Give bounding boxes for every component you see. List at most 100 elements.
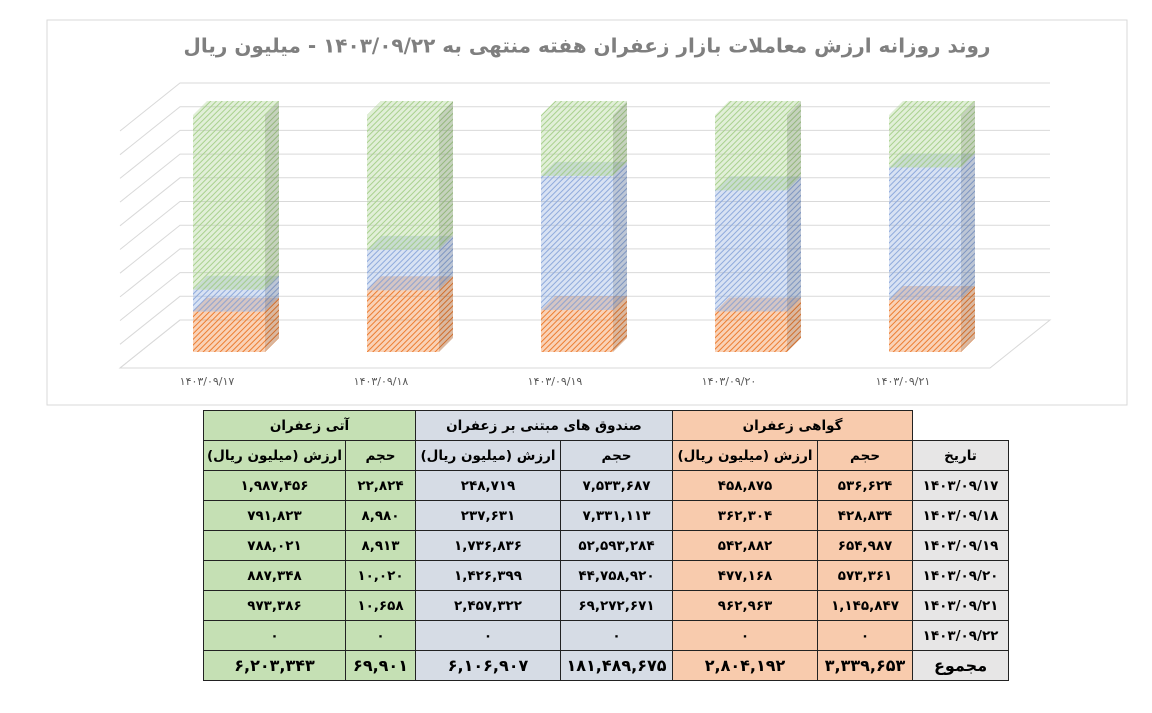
bar-side <box>265 297 279 352</box>
bar-front <box>889 115 961 168</box>
x-tick-label: ۱۴۰۳/۰۹/۱۹ <box>528 375 583 388</box>
bar-front <box>889 167 961 301</box>
bar-side-shade <box>265 297 279 352</box>
bar-front <box>715 190 787 312</box>
table-cell: ۱,۱۴۵,۸۴۷ <box>817 590 914 621</box>
table-cell: ۰ <box>345 620 416 651</box>
bar-front <box>193 289 265 312</box>
bar-front <box>193 311 265 352</box>
table-row: ۱۴۰۳/۰۹/۱۷ ۵۳۶,۶۲۴ ۴۵۸,۸۷۵ ۷,۵۳۳,۶۸۷ ۲۴۸,۷۱۹… <box>203 470 1010 501</box>
table-cell: ۲,۴۵۷,۳۲۲ <box>414 590 562 621</box>
table-cell: ۷,۳۳۱,۱۱۳ <box>560 500 674 531</box>
table-cell: ۹۷۳,۳۸۶ <box>203 590 346 621</box>
bar-side-shade <box>439 235 453 291</box>
table-cell: ۴۴,۷۵۸,۹۲۰ <box>560 560 674 591</box>
bar-side <box>787 101 801 191</box>
grid-line <box>119 82 1050 132</box>
table-row: تاریخ حجم ارزش (میلیون ریال) حجم ارزش (میلیو… <box>203 440 1010 471</box>
table-cell: ارزش (میلیون ریال) <box>414 440 562 471</box>
bar-side <box>613 101 627 176</box>
table-cell: حجم <box>817 440 914 471</box>
bar-side-shade <box>787 176 801 312</box>
table-cell: ۱۰,۰۲۰ <box>345 560 416 591</box>
bar-side-shade <box>787 101 801 191</box>
table-cell: ۲۲,۸۲۴ <box>345 470 416 501</box>
bar-top <box>889 101 975 115</box>
bar-front <box>889 300 961 352</box>
table-cell: ارزش (میلیون ریال) <box>203 440 346 471</box>
bar-top <box>193 101 279 115</box>
table-cell: ۱۴۰۳/۰۹/۱۸ <box>912 500 1010 531</box>
table-cell: ۰ <box>560 620 674 651</box>
table-row: ۱۴۰۳/۰۹/۲۰ ۵۷۳,۳۶۱ ۴۷۷,۱۶۸ ۴۴,۷۵۸,۹۲۰ ۱,۴۲۶,… <box>203 560 1010 591</box>
table-cell: مجموع <box>912 650 1010 681</box>
bar-side <box>787 176 801 312</box>
table-row: ۱۴۰۳/۰۹/۱۸ ۴۲۸,۸۳۴ ۳۶۲,۳۰۴ ۷,۳۳۱,۱۱۳ ۲۳۷,۶۳۱… <box>203 500 1010 531</box>
bar-front <box>367 290 439 352</box>
bar-front <box>367 115 439 250</box>
table-cell: ۸,۹۸۰ <box>345 500 416 531</box>
data-table: گواهی زعفران صندوق های مبتنی بر زعفران آتی… <box>203 410 1010 681</box>
table-cell: ۸,۹۱۳ <box>345 530 416 561</box>
bar-front <box>541 115 613 176</box>
bar-side-shade <box>613 101 627 176</box>
table-cell: ۰ <box>203 620 346 651</box>
bar-side <box>961 286 975 352</box>
x-tick-label: ۱۴۰۳/۰۹/۱۸ <box>354 375 409 388</box>
bar-top <box>715 101 801 115</box>
x-tick-label: ۱۴۰۳/۰۹/۲۱ <box>876 375 931 388</box>
table-cell: ۷,۵۳۳,۶۸۷ <box>560 470 674 501</box>
bar-side-shade <box>265 101 279 290</box>
table-cell: ۸۸۷,۳۴۸ <box>203 560 346 591</box>
blank-cell <box>912 410 1009 441</box>
table-cell: ۰ <box>414 620 562 651</box>
table-cell: ۷۸۸,۰۲۱ <box>203 530 346 561</box>
bar-side <box>613 296 627 352</box>
table-row: گواهی زعفران صندوق های مبتنی بر زعفران آتی… <box>203 410 1009 441</box>
x-tick-label: ۱۴۰۳/۰۹/۲۰ <box>702 375 757 388</box>
bar-side <box>439 276 453 352</box>
table-cell: ۹۶۲,۹۶۳ <box>672 590 819 621</box>
table-cell: آتی زعفران <box>203 410 416 441</box>
table-cell: ۶,۱۰۶,۹۰۷ <box>414 650 562 681</box>
table-cell: ۱۴۰۳/۰۹/۲۲ <box>912 620 1010 651</box>
bar-front <box>367 249 439 291</box>
bar-side-shade <box>439 101 453 250</box>
table-cell: ۷۹۱,۸۲۳ <box>203 500 346 531</box>
table-cell: ۵۲,۵۹۳,۲۸۴ <box>560 530 674 561</box>
table-row: ۱۴۰۳/۰۹/۱۹ ۶۵۴,۹۸۷ ۵۴۲,۸۸۲ ۵۲,۵۹۳,۲۸۴ ۱,۷۳۶,… <box>203 530 1010 561</box>
bar-segment <box>889 153 975 301</box>
bar-side <box>787 297 801 352</box>
bar-front <box>715 115 787 191</box>
bar-front <box>541 310 613 352</box>
bar-side-shade <box>961 153 975 301</box>
table-cell: تاریخ <box>912 440 1010 471</box>
table-cell: ۴۷۷,۱۶۸ <box>672 560 819 591</box>
table-cell: ۲۴۸,۷۱۹ <box>414 470 562 501</box>
table-cell: صندوق های مبتنی بر زعفران <box>414 410 674 441</box>
bar-side-shade <box>613 161 627 311</box>
bar-front <box>715 311 787 352</box>
bar-segment <box>715 101 801 191</box>
bar-segment <box>541 161 627 311</box>
bar-segment <box>367 101 453 250</box>
table-cell: ۶۹,۹۰۱ <box>345 650 416 681</box>
table-cell: حجم <box>560 440 674 471</box>
bar-side-shade <box>265 275 279 312</box>
table-cell: ۱۰,۶۵۸ <box>345 590 416 621</box>
bar-segment <box>541 101 627 176</box>
bar-side-shade <box>787 297 801 352</box>
table-cell: ۵۷۳,۳۶۱ <box>817 560 914 591</box>
table-cell: ۶۵۴,۹۸۷ <box>817 530 914 561</box>
table-cell: گواهی زعفران <box>672 410 914 441</box>
bar-side-shade <box>439 276 453 352</box>
bar-front <box>541 175 613 311</box>
chart: روند روزانه ارزش معاملات بازار زعفران هف… <box>46 19 1128 406</box>
bar-side-shade <box>613 296 627 352</box>
table-cell: ۳۶۲,۳۰۴ <box>672 500 819 531</box>
bar-side <box>439 101 453 250</box>
table-cell: ۵۳۶,۶۲۴ <box>817 470 914 501</box>
table-cell: ۱۸۱,۴۸۹,۶۷۵ <box>560 650 674 681</box>
table-cell: ۲۳۷,۶۳۱ <box>414 500 562 531</box>
